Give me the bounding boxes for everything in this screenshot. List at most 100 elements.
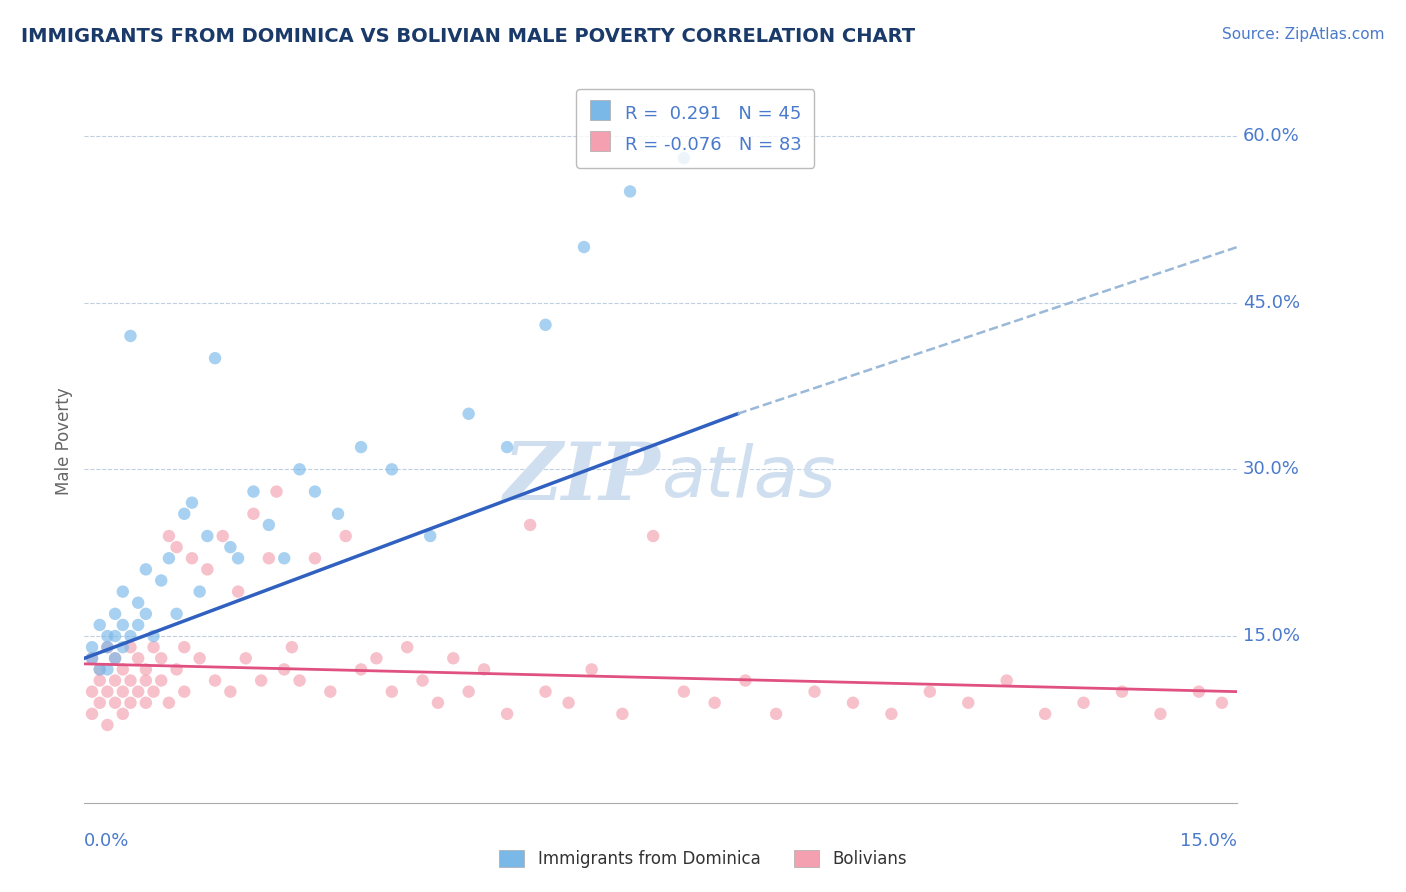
Point — [211, 529, 233, 543]
Point — [496, 706, 519, 721]
Point — [166, 607, 188, 621]
Point — [120, 629, 142, 643]
Point — [142, 629, 165, 643]
Point — [111, 662, 134, 676]
Point — [396, 640, 419, 655]
Point — [89, 662, 111, 676]
Point — [557, 696, 579, 710]
Point — [135, 662, 157, 676]
Point — [672, 151, 695, 165]
Point — [235, 651, 257, 665]
Text: atlas: atlas — [661, 443, 835, 512]
Point — [350, 440, 373, 454]
Point — [534, 684, 557, 698]
Point — [89, 618, 111, 632]
Point — [96, 640, 118, 655]
Point — [1111, 684, 1133, 698]
Point — [703, 696, 725, 710]
Point — [80, 706, 103, 721]
Point — [104, 673, 127, 688]
Point — [135, 607, 157, 621]
Point — [188, 584, 211, 599]
Point — [957, 696, 980, 710]
Point — [419, 529, 441, 543]
Point — [150, 651, 173, 665]
Point — [80, 640, 103, 655]
Point — [219, 684, 242, 698]
Point — [104, 629, 127, 643]
Point — [89, 696, 111, 710]
Point — [96, 640, 118, 655]
Point — [181, 551, 204, 566]
Point — [104, 696, 127, 710]
Point — [350, 662, 373, 676]
Point — [127, 618, 149, 632]
Point — [226, 584, 249, 599]
Text: 0.0%: 0.0% — [84, 831, 129, 850]
Point — [111, 684, 134, 698]
Point — [226, 551, 249, 566]
Point — [173, 640, 195, 655]
Point — [96, 662, 118, 676]
Point — [188, 651, 211, 665]
Point — [995, 673, 1018, 688]
Point — [104, 651, 127, 665]
Point — [412, 673, 434, 688]
Point — [96, 718, 118, 732]
Point — [242, 484, 264, 499]
Point — [96, 629, 118, 643]
Point — [457, 684, 479, 698]
Point — [111, 640, 134, 655]
Point — [519, 517, 541, 532]
Point — [111, 584, 134, 599]
Point — [1149, 706, 1171, 721]
Point — [219, 540, 242, 554]
Point — [572, 240, 595, 254]
Point — [142, 684, 165, 698]
Point — [89, 662, 111, 676]
Point — [1188, 684, 1211, 698]
Text: 60.0%: 60.0% — [1243, 127, 1299, 145]
Point — [127, 651, 149, 665]
Point — [127, 596, 149, 610]
Point — [166, 662, 188, 676]
Point — [581, 662, 603, 676]
Point — [1033, 706, 1056, 721]
Point — [204, 351, 226, 366]
Point — [181, 496, 204, 510]
Point — [1211, 696, 1233, 710]
Point — [496, 440, 519, 454]
Point — [157, 696, 180, 710]
Point — [381, 684, 404, 698]
Point — [319, 684, 342, 698]
Point — [111, 618, 134, 632]
Point — [142, 640, 165, 655]
Text: ZIP: ZIP — [503, 439, 661, 516]
Point — [120, 329, 142, 343]
Point — [120, 696, 142, 710]
Point — [135, 696, 157, 710]
Point — [96, 684, 118, 698]
Y-axis label: Male Poverty: Male Poverty — [55, 388, 73, 495]
Point — [127, 684, 149, 698]
Point — [80, 651, 103, 665]
Point — [335, 529, 357, 543]
Point — [534, 318, 557, 332]
Point — [918, 684, 941, 698]
Point — [157, 551, 180, 566]
Point — [643, 529, 665, 543]
Text: 15.0%: 15.0% — [1243, 627, 1301, 645]
Point — [273, 662, 295, 676]
Point — [173, 684, 195, 698]
Text: 15.0%: 15.0% — [1180, 831, 1237, 850]
Text: 30.0%: 30.0% — [1243, 460, 1301, 478]
Text: 45.0%: 45.0% — [1243, 293, 1301, 311]
Legend: R =  0.291   N = 45, R = -0.076   N = 83: R = 0.291 N = 45, R = -0.076 N = 83 — [576, 89, 814, 168]
Point — [803, 684, 825, 698]
Point — [734, 673, 756, 688]
Point — [381, 462, 404, 476]
Text: IMMIGRANTS FROM DOMINICA VS BOLIVIAN MALE POVERTY CORRELATION CHART: IMMIGRANTS FROM DOMINICA VS BOLIVIAN MAL… — [21, 27, 915, 45]
Point — [880, 706, 903, 721]
Point — [195, 529, 218, 543]
Point — [173, 507, 195, 521]
